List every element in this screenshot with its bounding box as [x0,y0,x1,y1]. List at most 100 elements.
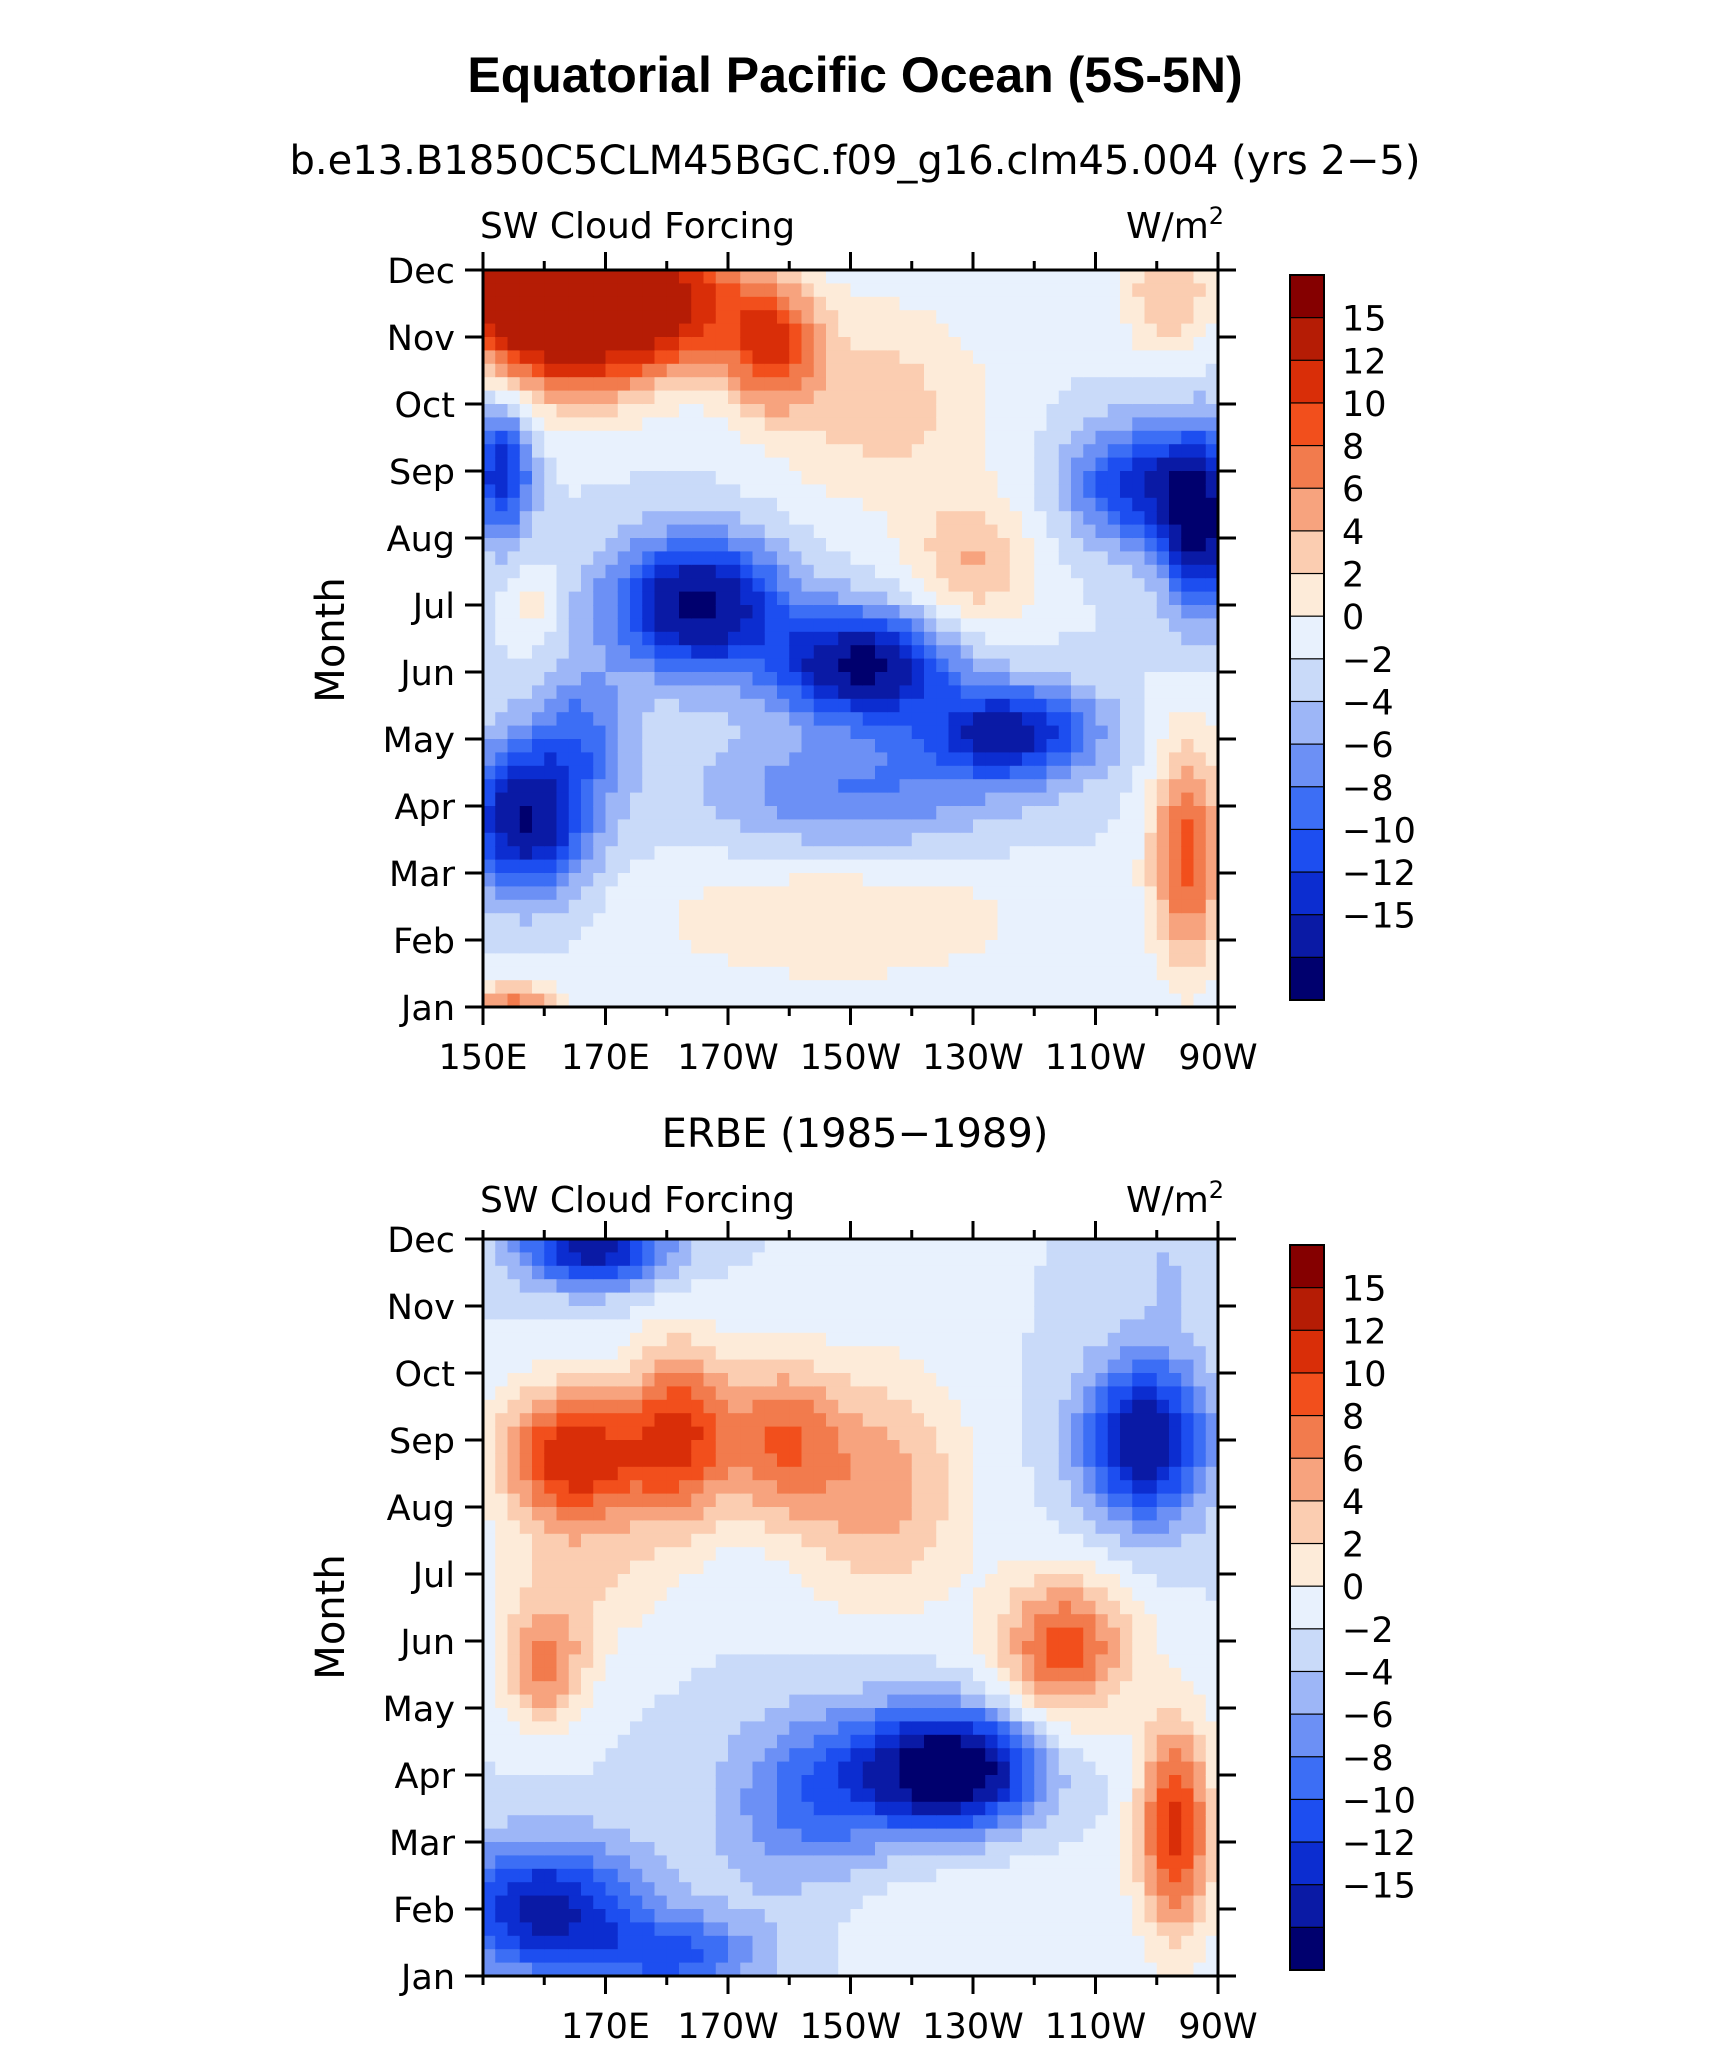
heatmap-cell [654,1346,668,1361]
heatmap-cell [826,1734,839,1749]
heatmap-cell [740,1239,754,1253]
heatmap-cell [654,310,668,325]
heatmap-cell [1132,980,1146,995]
heatmap-cell [1107,390,1121,405]
heatmap-cell [1046,270,1060,284]
heatmap-cell [642,993,656,1008]
colorbar-box [1289,359,1325,404]
heatmap-cell [691,886,705,901]
heatmap-cell [691,1373,705,1387]
heatmap-cell [691,1600,705,1615]
heatmap-cell [1046,899,1060,914]
heatmap-cell [777,1533,790,1548]
heatmap-cell [777,564,790,579]
heatmap-cell [826,752,839,767]
heatmap-cell [703,1547,717,1562]
heatmap-cell [630,1775,643,1789]
heatmap-cell [875,765,888,780]
heatmap-cell [1132,270,1146,284]
heatmap-cell [507,1614,521,1629]
heatmap-cell [985,966,999,981]
heatmap-cell [630,1239,643,1253]
heatmap-cell [1132,578,1146,593]
heatmap-cell [483,1842,496,1856]
heatmap-cell [813,846,827,861]
heatmap-cell [777,1265,790,1280]
heatmap-cell [519,1547,533,1562]
heatmap-cell [924,618,937,633]
heatmap-cell [679,1265,692,1280]
heatmap-cell [507,899,521,914]
heatmap-cell [936,645,950,660]
heatmap-cell [1009,792,1023,807]
heatmap-cell [1132,457,1146,472]
heatmap-cell [838,980,852,995]
heatmap-cell [1022,538,1035,552]
heatmap-cell [666,1882,680,1897]
heatmap-cell [789,337,803,351]
heatmap-cell [936,578,950,593]
heatmap-cell [789,578,803,593]
heatmap-cell [1034,605,1048,619]
heatmap-cell [691,1842,705,1856]
heatmap-cell [483,363,496,378]
heatmap-cell [1034,511,1048,526]
heatmap-cell [617,886,631,901]
heatmap-cell [838,404,852,418]
heatmap-cell [764,1466,778,1481]
heatmap-cell [715,270,729,284]
heatmap-cell [495,846,509,861]
heatmap-cell [1058,779,1072,794]
heatmap-cell [703,1373,717,1387]
heatmap-cell [556,752,570,767]
heatmap-cell [789,712,803,727]
heatmap-cell [630,283,643,298]
heatmap-cell [1169,605,1182,619]
heatmap-cell [507,283,521,298]
heatmap-cell [1156,350,1170,365]
heatmap-cell [948,484,962,499]
heatmap-cell [581,1533,594,1548]
heatmap-cell [1083,779,1097,794]
heatmap-cell [1181,497,1195,512]
heatmap-cell [973,739,986,753]
heatmap-cell [1144,377,1158,392]
heatmap-cell [1156,538,1170,552]
heatmap-cell [654,471,668,485]
heatmap-cell [532,524,545,539]
heatmap-cell [1205,779,1219,794]
heatmap-cell [630,1292,643,1307]
heatmap-cell [556,832,570,847]
heatmap-cell [740,1708,754,1722]
heatmap-cell [1009,873,1023,887]
heatmap-cell [813,752,827,767]
heatmap-cell [948,913,962,928]
heatmap-cell [679,1909,692,1923]
heatmap-cell [519,846,533,861]
heatmap-cell [642,631,656,646]
heatmap-cell [617,725,631,740]
heatmap-cell [679,1346,692,1361]
heatmap-cell [593,913,607,928]
heatmap-cell [617,1882,631,1897]
heatmap-cell [568,886,582,901]
heatmap-cell [630,310,643,325]
heatmap-cell [826,350,839,365]
heatmap-cell [703,1614,717,1629]
heatmap-cell [483,390,496,405]
heatmap-cell [1107,417,1121,432]
heatmap-cell [728,1359,741,1374]
heatmap-cell [1132,538,1146,552]
heatmap-cell [1156,390,1170,405]
axes: JanFebMarAprMayJunJulAugSepOctNovDec150E… [383,252,1258,1078]
heatmap-cell [630,685,643,700]
heatmap-cell [1120,524,1133,539]
heatmap-cell [1071,444,1084,459]
heatmap-cell [617,1493,631,1508]
heatmap-cell [777,1252,790,1267]
heatmap-cell [813,1466,827,1481]
heatmap-cell [1193,578,1207,593]
heatmap-cell [483,1855,496,1870]
heatmap-cell [875,484,888,499]
heatmap-cell [654,1279,668,1294]
